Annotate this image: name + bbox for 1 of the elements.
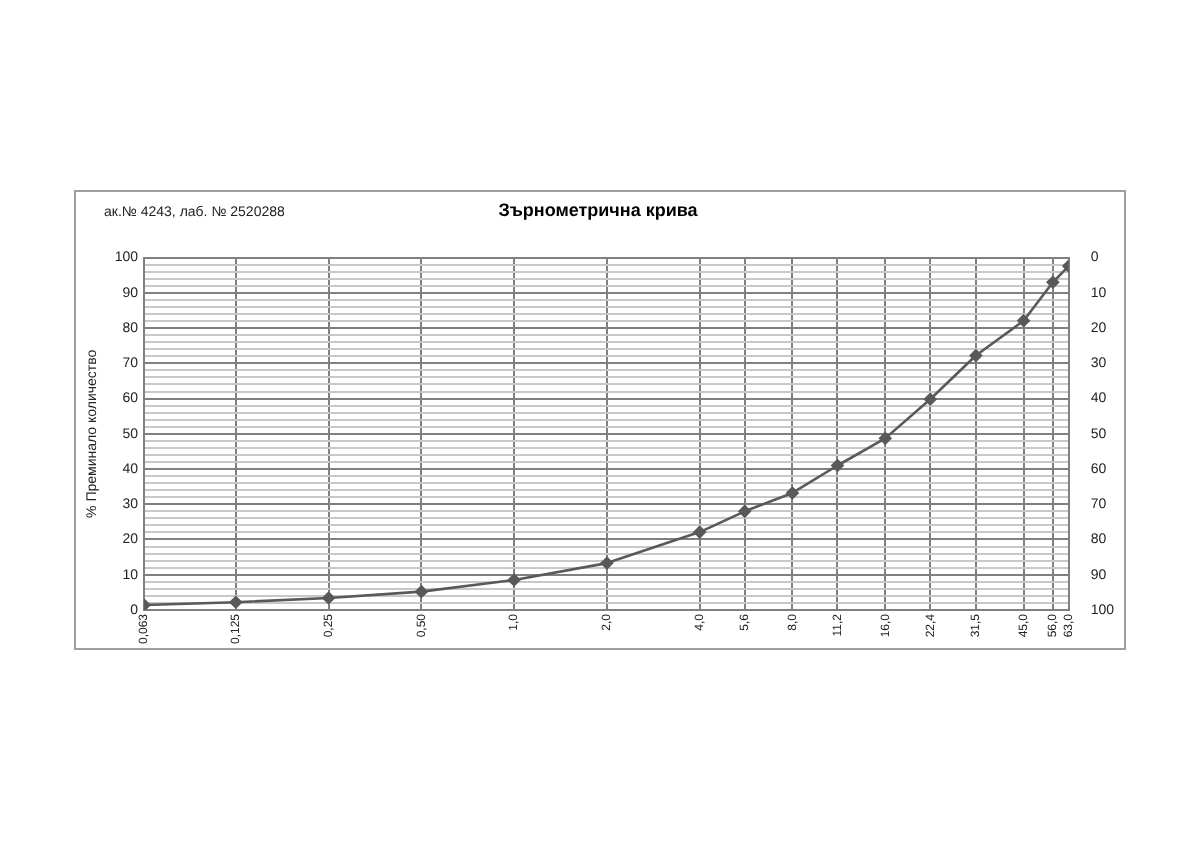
- chart-title: Зърнометрична крива: [498, 199, 700, 220]
